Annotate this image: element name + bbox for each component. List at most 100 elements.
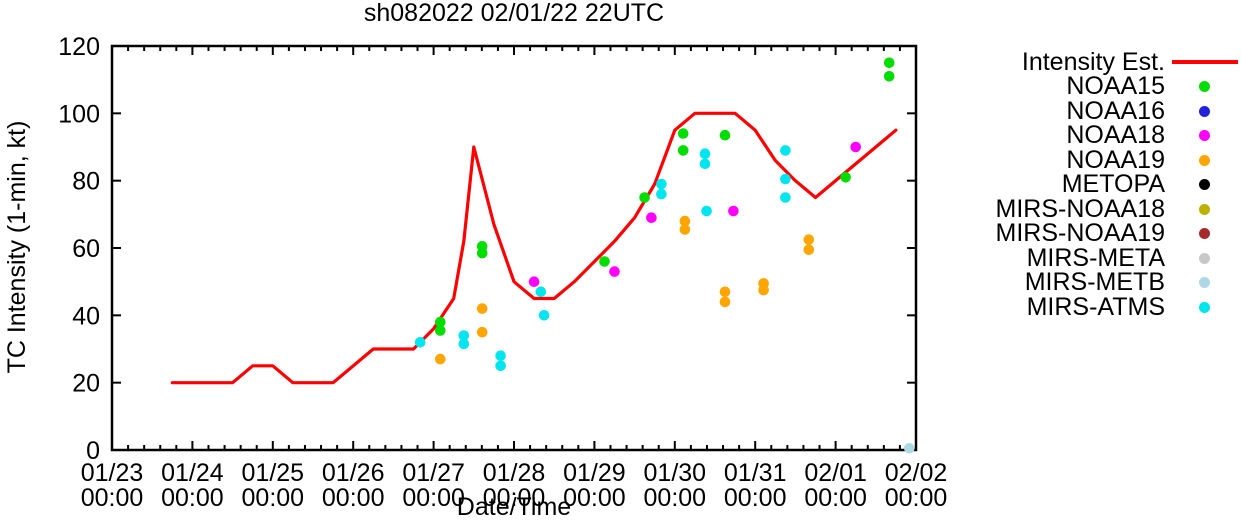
x-tick-date: 01/24 <box>161 459 224 487</box>
data-point-MIRS-ATMS <box>458 338 470 350</box>
legend-label: MIRS-ATMS <box>1026 292 1165 321</box>
y-axis-ticks: 0 20 40 60 80 100 120 <box>58 33 916 465</box>
data-point-NOAA18 <box>728 205 739 217</box>
dot-sample-icon <box>1199 179 1210 190</box>
chart-title: sh082022 02/01/22 22UTC <box>363 0 665 27</box>
x-tick-time: 00:00 <box>483 484 546 512</box>
data-point-NOAA19 <box>476 303 488 314</box>
data-point-NOAA15 <box>435 316 446 328</box>
legend-item-MIRS-META: MIRS-META <box>940 243 1240 272</box>
data-point-NOAA15 <box>677 145 689 156</box>
x-tick-time: 00:00 <box>322 484 385 512</box>
legend-item-MIRS-ATMS: MIRS-ATMS <box>940 292 1240 321</box>
legend-label: NOAA16 <box>1066 96 1165 125</box>
data-point-NOAA15 <box>599 256 610 267</box>
data-point-NOAA15 <box>719 129 731 141</box>
y-tick-label: 100 <box>58 100 100 128</box>
dot-sample-icon <box>1199 301 1210 313</box>
data-point-NOAA19 <box>758 284 769 296</box>
legend-label: MIRS-NOAA18 <box>995 194 1165 223</box>
data-point-NOAA15 <box>883 57 895 69</box>
line-sample-icon <box>1172 60 1238 64</box>
data-point-MIRS-METB <box>904 443 915 454</box>
x-tick-date: 01/23 <box>81 459 144 487</box>
data-point-NOAA19 <box>719 286 731 298</box>
x-tick-time: 00:00 <box>563 484 626 512</box>
x-axis-title: Date/Time <box>456 493 572 521</box>
legend-dot-swatch <box>1165 246 1240 271</box>
x-tick-date: 01/29 <box>563 459 626 487</box>
legend-item-NOAA16: NOAA16 <box>940 96 1240 125</box>
data-point-MIRS-ATMS <box>538 310 550 321</box>
series-dots-NOAA15 <box>435 57 895 336</box>
y-tick-label: 40 <box>72 302 100 330</box>
data-point-NOAA19 <box>435 353 446 365</box>
x-tick-date: 01/28 <box>483 459 546 487</box>
legend-item-METOPA: METOPA <box>940 172 1240 197</box>
data-point-NOAA18 <box>609 266 620 277</box>
legend-label: NOAA18 <box>1066 121 1165 149</box>
y-axis-title: TC Intensity (1-min, kt) <box>3 120 31 374</box>
data-point-NOAA15 <box>639 192 650 203</box>
dot-sample-icon <box>1199 228 1210 239</box>
legend-label: MIRS-NOAA19 <box>995 219 1165 247</box>
legend-line-swatch <box>1165 50 1240 75</box>
x-tick-time: 00:00 <box>644 484 707 512</box>
data-point-NOAA18 <box>850 141 861 153</box>
legend-dot-swatch <box>1165 123 1240 148</box>
legend-dot-swatch <box>1165 221 1240 246</box>
legend-item-MIRS-METB: MIRS-METB <box>940 270 1240 295</box>
legend-item-MIRS-NOAA18: MIRS-NOAA18 <box>940 194 1240 223</box>
series-dots-MIRS-ATMS <box>414 145 791 372</box>
x-axis-ticks: 01/2300:0001/2400:0001/2500:0001/2600:00… <box>81 46 948 512</box>
data-point-NOAA19 <box>679 224 691 235</box>
x-tick-time: 00:00 <box>885 484 948 512</box>
x-tick-date: 01/30 <box>644 459 707 487</box>
series-dots-NOAA19 <box>435 215 815 365</box>
x-axis-minor-ticks <box>127 46 901 450</box>
data-point-MIRS-ATMS <box>699 148 711 159</box>
intensity-line <box>170 111 898 385</box>
y-tick-label: 60 <box>72 235 100 263</box>
y-tick-label: 80 <box>72 168 100 196</box>
series-dots-NOAA18 <box>528 141 861 288</box>
legend-label: NOAA15 <box>1066 72 1165 100</box>
data-point-MIRS-ATMS <box>495 350 506 362</box>
dot-sample-icon <box>1199 81 1210 92</box>
x-tick-time: 00:00 <box>724 484 787 512</box>
legend-label: MIRS-META <box>1026 243 1165 272</box>
legend-item-NOAA15: NOAA15 <box>940 74 1240 99</box>
legend-label: MIRS-METB <box>1024 268 1165 296</box>
data-point-MIRS-ATMS <box>458 330 470 341</box>
data-point-NOAA15 <box>677 128 689 139</box>
legend-label: METOPA <box>1061 170 1165 198</box>
x-tick-date: 01/31 <box>724 459 787 487</box>
data-point-MIRS-ATMS <box>656 188 667 200</box>
y-tick-label: 120 <box>58 33 100 61</box>
data-point-NOAA18 <box>646 212 657 223</box>
plot-border <box>110 44 918 452</box>
legend-item-NOAA19: NOAA19 <box>940 145 1240 174</box>
data-point-NOAA15 <box>476 247 488 259</box>
data-point-NOAA15 <box>435 325 446 336</box>
data-point-MIRS-ATMS <box>780 192 791 203</box>
legend-label: NOAA19 <box>1066 145 1165 174</box>
y-tick-label: 0 <box>86 437 100 465</box>
data-point-NOAA18 <box>528 276 540 288</box>
x-tick-date: 01/27 <box>402 459 465 487</box>
legend-dot-swatch <box>1165 148 1240 173</box>
x-tick-date: 02/02 <box>885 459 948 487</box>
data-point-MIRS-ATMS <box>535 286 547 298</box>
data-point-NOAA19 <box>679 215 691 227</box>
data-point-NOAA15 <box>840 172 851 183</box>
data-point-NOAA15 <box>883 71 895 82</box>
data-point-MIRS-ATMS <box>780 145 791 156</box>
data-point-MIRS-ATMS <box>699 158 711 170</box>
data-point-NOAA19 <box>803 244 815 255</box>
legend-dot-swatch <box>1165 270 1240 295</box>
dot-sample-icon <box>1199 203 1210 215</box>
x-tick-time: 00:00 <box>402 484 465 512</box>
data-point-NOAA19 <box>476 326 488 338</box>
